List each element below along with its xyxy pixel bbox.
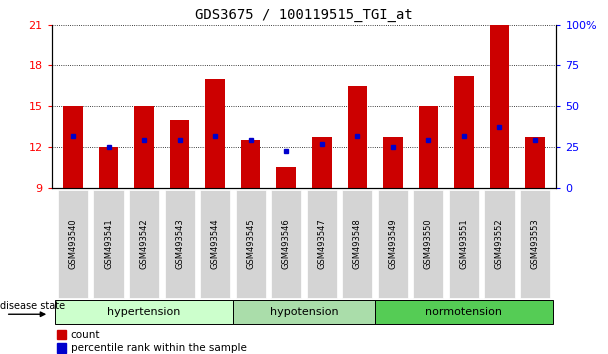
Bar — [57, 343, 66, 353]
Bar — [348, 86, 367, 188]
FancyBboxPatch shape — [58, 190, 88, 298]
FancyBboxPatch shape — [306, 190, 337, 298]
Text: disease state: disease state — [0, 301, 65, 311]
FancyBboxPatch shape — [94, 190, 123, 298]
Bar — [170, 120, 189, 188]
FancyBboxPatch shape — [55, 301, 233, 324]
Bar — [241, 140, 260, 188]
Text: percentile rank within the sample: percentile rank within the sample — [71, 343, 247, 353]
Bar — [134, 106, 154, 188]
FancyBboxPatch shape — [200, 190, 230, 298]
Bar — [98, 147, 119, 188]
FancyBboxPatch shape — [375, 301, 553, 324]
Bar — [63, 106, 83, 188]
Text: GSM493543: GSM493543 — [175, 218, 184, 269]
Bar — [419, 106, 438, 188]
Bar — [206, 79, 225, 188]
Text: GSM493545: GSM493545 — [246, 218, 255, 269]
FancyBboxPatch shape — [485, 190, 514, 298]
Bar — [525, 137, 545, 188]
FancyBboxPatch shape — [271, 190, 302, 298]
Text: hypertension: hypertension — [108, 307, 181, 317]
FancyBboxPatch shape — [342, 190, 373, 298]
Text: GSM493547: GSM493547 — [317, 218, 326, 269]
FancyBboxPatch shape — [165, 190, 195, 298]
Text: GSM493552: GSM493552 — [495, 218, 504, 269]
Text: GSM493549: GSM493549 — [389, 218, 398, 269]
Text: GSM493548: GSM493548 — [353, 218, 362, 269]
Text: GSM493544: GSM493544 — [210, 218, 219, 269]
Text: hypotension: hypotension — [270, 307, 338, 317]
Text: GSM493542: GSM493542 — [140, 218, 148, 269]
Text: normotension: normotension — [426, 307, 502, 317]
FancyBboxPatch shape — [449, 190, 479, 298]
FancyBboxPatch shape — [233, 301, 375, 324]
Text: GSM493541: GSM493541 — [104, 218, 113, 269]
Text: GSM493551: GSM493551 — [460, 218, 468, 269]
Text: GSM493540: GSM493540 — [69, 218, 77, 269]
Bar — [277, 167, 296, 188]
FancyBboxPatch shape — [378, 190, 408, 298]
Bar — [57, 330, 66, 339]
Bar — [454, 76, 474, 188]
FancyBboxPatch shape — [129, 190, 159, 298]
Bar — [489, 25, 510, 188]
Text: GSM493550: GSM493550 — [424, 218, 433, 269]
Title: GDS3675 / 100119515_TGI_at: GDS3675 / 100119515_TGI_at — [195, 8, 413, 22]
Bar — [383, 137, 402, 188]
Text: GSM493546: GSM493546 — [282, 218, 291, 269]
Bar — [312, 137, 331, 188]
Text: GSM493553: GSM493553 — [531, 218, 539, 269]
Text: count: count — [71, 330, 100, 339]
FancyBboxPatch shape — [235, 190, 266, 298]
FancyBboxPatch shape — [413, 190, 443, 298]
FancyBboxPatch shape — [520, 190, 550, 298]
